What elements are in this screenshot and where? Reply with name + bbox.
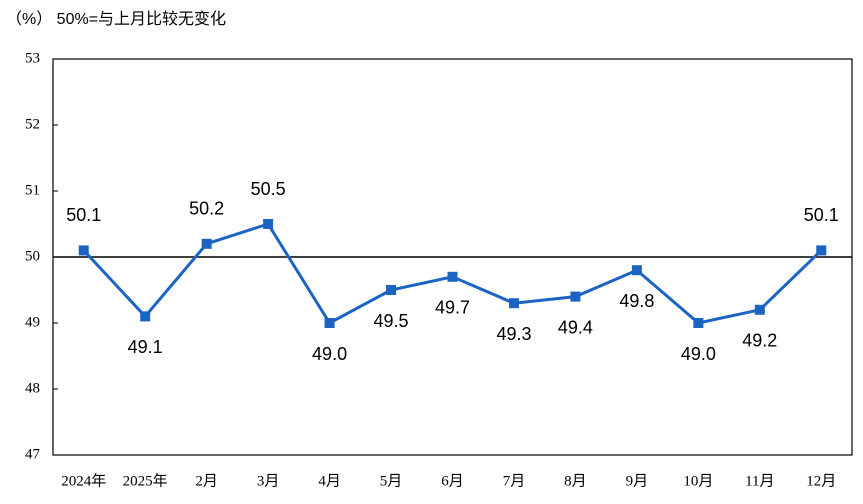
x-tick-label: 8月 — [564, 473, 587, 489]
x-tick-label: 2024年 — [61, 472, 106, 489]
y-tick-label: 49 — [25, 314, 40, 330]
x-tick-label: 4月 — [318, 473, 341, 489]
point — [201, 238, 212, 249]
point — [631, 265, 642, 276]
y-tick-label: 52 — [25, 116, 40, 132]
point — [386, 285, 397, 295]
x-tick-label: 9月 — [626, 473, 649, 489]
value-label: 49.7 — [435, 298, 470, 318]
y-tick-label: 47 — [25, 446, 41, 462]
point — [754, 304, 765, 315]
y-tick-label: 50 — [25, 248, 40, 264]
point — [508, 298, 519, 309]
value-label: 49.8 — [619, 291, 654, 311]
y-tick-label: 53 — [25, 50, 40, 66]
value-label: 49.1 — [128, 337, 163, 357]
point — [570, 291, 581, 302]
value-label: 49.0 — [312, 344, 347, 364]
value-label: 49.3 — [496, 324, 531, 344]
x-tick-label: 7月 — [503, 473, 526, 489]
chart-title: （%） 50%=与上月比较无变化 — [6, 10, 226, 28]
x-tick-label: 3月 — [257, 473, 280, 489]
y-tick-label: 51 — [25, 182, 40, 198]
point — [693, 318, 704, 328]
value-label: 50.2 — [189, 199, 224, 219]
x-tick-label: 6月 — [441, 473, 464, 489]
point — [78, 245, 89, 256]
point — [263, 219, 274, 229]
value-label: 49.2 — [742, 331, 777, 351]
point — [140, 311, 151, 322]
point — [816, 245, 827, 256]
value-label: 49.5 — [374, 311, 409, 331]
x-tick-label: 5月 — [380, 473, 403, 489]
value-label: 49.4 — [558, 317, 593, 337]
value-label: 49.0 — [681, 344, 716, 364]
value-label: 50.5 — [251, 179, 286, 199]
point — [324, 318, 335, 328]
x-tick-label: 2月 — [195, 473, 218, 489]
y-tick-label: 48 — [25, 380, 40, 396]
value-label: 50.1 — [804, 205, 839, 225]
x-tick-label: 12月 — [806, 473, 836, 489]
x-tick-label: 2025年 — [123, 472, 168, 489]
x-tick-label: 10月 — [683, 473, 713, 489]
x-tick-label: 11月 — [745, 473, 774, 489]
point — [447, 271, 458, 282]
value-label: 50.1 — [66, 205, 101, 225]
